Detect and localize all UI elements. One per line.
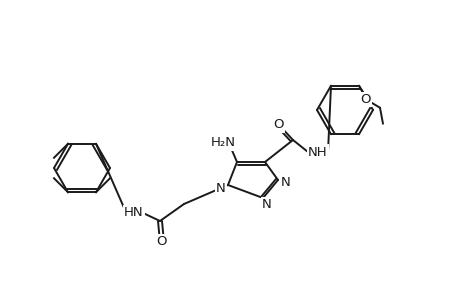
Text: O: O [157, 236, 167, 248]
Text: N: N [216, 182, 225, 194]
Text: NH: NH [308, 146, 327, 158]
Text: O: O [360, 93, 370, 106]
Text: N: N [280, 176, 290, 190]
Text: H₂N: H₂N [210, 136, 235, 149]
Text: O: O [273, 118, 284, 131]
Text: N: N [262, 199, 271, 212]
Text: HN: HN [124, 206, 144, 220]
